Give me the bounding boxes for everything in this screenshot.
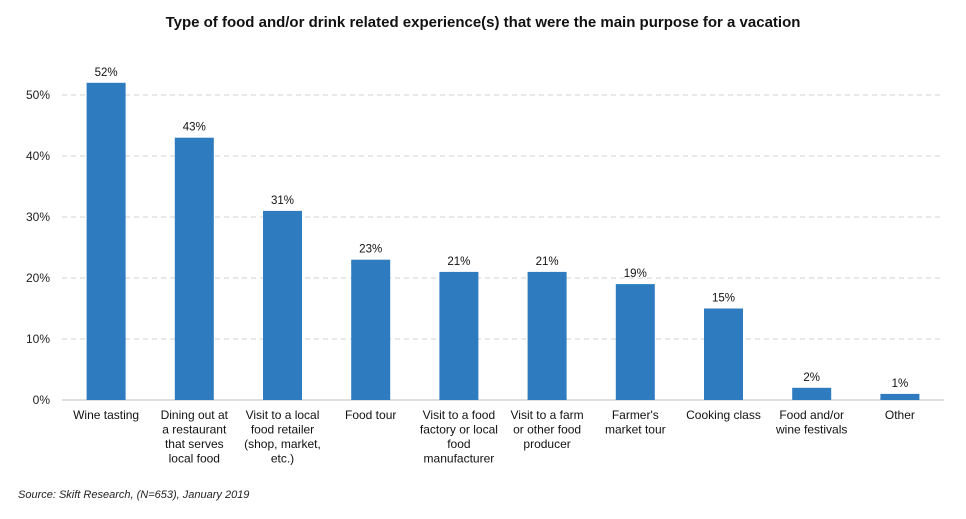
y-tick-label: 10% [26, 332, 50, 346]
data-label-4: 21% [447, 256, 470, 268]
data-label-9: 1% [892, 378, 909, 390]
bar-7 [704, 308, 743, 400]
category-label-4: Visit to a food factory or local food manuf… [420, 408, 498, 466]
y-tick-label: 50% [26, 88, 50, 102]
source-note: Source: Skift Research, (N=653), January… [18, 489, 250, 501]
category-label-0: Wine tasting [73, 408, 139, 422]
data-label-1: 43% [183, 122, 206, 134]
x-axis-labels: Wine tasting Dining out at a restaurant tha… [73, 408, 915, 466]
bar-6 [615, 284, 655, 400]
data-label-3: 23% [359, 244, 382, 256]
bar-3 [351, 259, 391, 400]
y-axis-ticks: 0% 10% 20% 30% 40% 50% [26, 88, 50, 407]
category-label-7: Cooking class [686, 408, 761, 422]
y-tick-label: 0% [33, 393, 51, 407]
data-label-7: 15% [712, 293, 735, 305]
bar-1 [174, 137, 214, 400]
y-tick-label: 40% [26, 149, 50, 163]
bar-5 [527, 271, 567, 400]
bars [86, 82, 920, 401]
category-label-8: Food and/or wine festivals [775, 408, 847, 437]
bar-4 [439, 271, 479, 400]
data-label-8: 2% [803, 372, 820, 384]
data-labels: 52% 43% 31% 23% 21% 21% 19% 15% 2% 1% [95, 67, 909, 390]
bar-2 [263, 210, 302, 400]
data-label-6: 19% [624, 268, 647, 280]
category-label-9: Other [885, 408, 915, 422]
category-label-3: Food tour [345, 408, 396, 422]
chart-title: Type of food and/or drink related experi… [165, 14, 801, 31]
data-label-0: 52% [95, 67, 118, 79]
data-label-5: 21% [536, 256, 559, 268]
category-label-6: Farmer's market tour [605, 408, 666, 437]
category-label-2: Visit to a local food retailer (shop, mark… [244, 408, 321, 466]
bar-8 [792, 387, 832, 400]
data-label-2: 31% [271, 195, 294, 207]
category-label-5: Visit to a farm or other food producer [511, 408, 584, 451]
y-tick-label: 30% [26, 210, 50, 224]
category-label-1: Dining out at a restaurant that serves loca… [161, 408, 229, 466]
bar-0 [86, 82, 126, 401]
bar-9 [880, 393, 920, 400]
y-tick-label: 20% [26, 271, 50, 285]
